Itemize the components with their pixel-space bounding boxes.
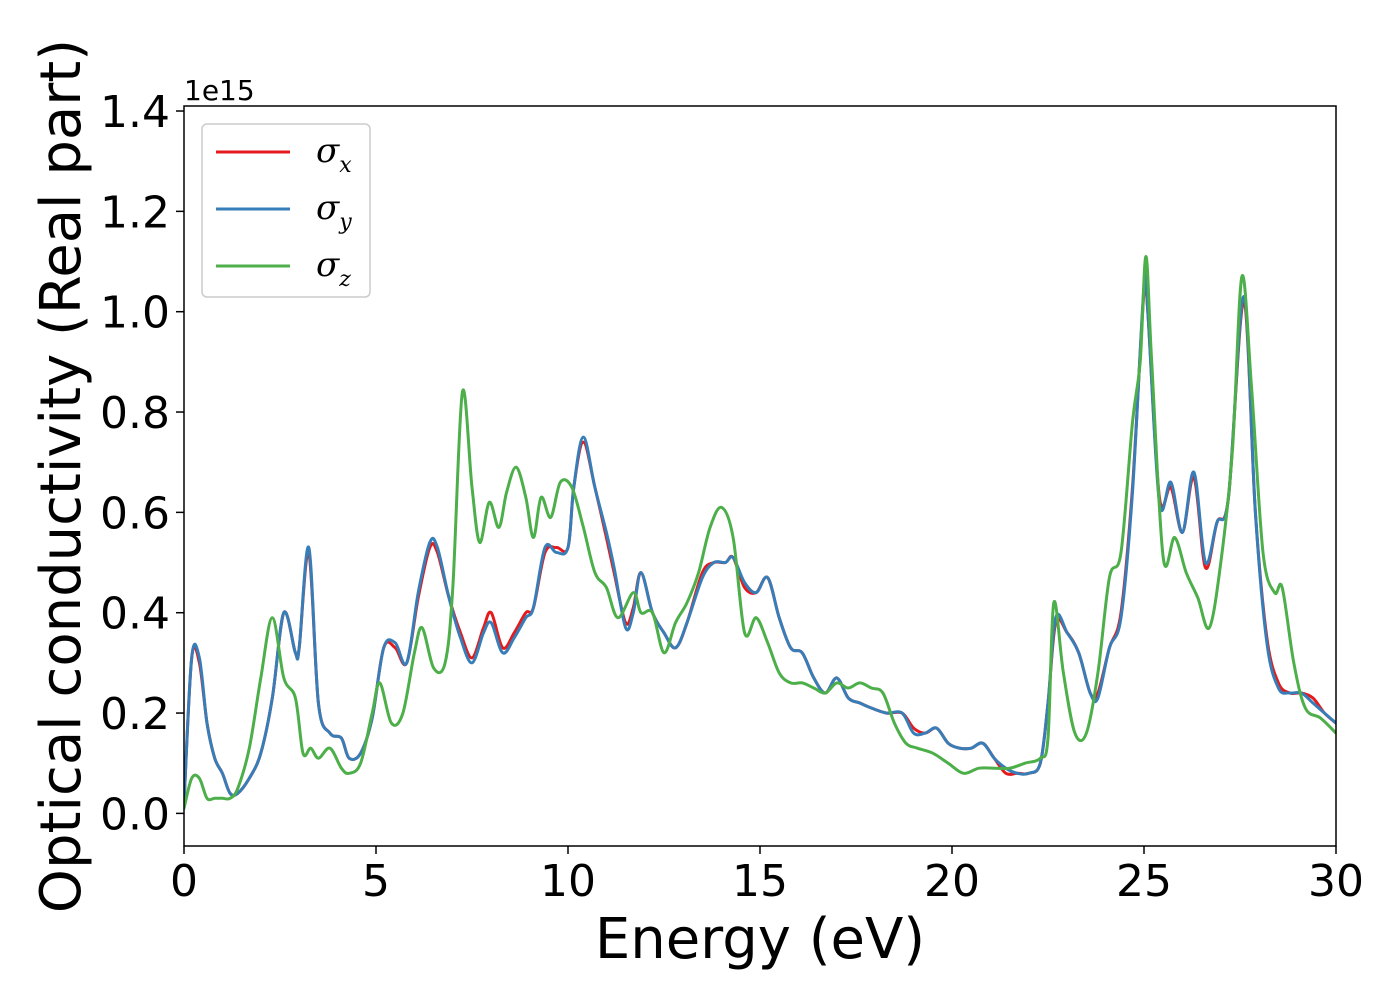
x-tick-label: 10 (540, 856, 596, 907)
legend-subscript: y (338, 210, 352, 235)
series-layer (184, 255, 1336, 810)
x-tick-label: 25 (1116, 856, 1172, 907)
y-tick-label: 0.0 (100, 789, 170, 840)
x-tick-label: 15 (732, 856, 788, 907)
x-axis-ticks: 0 5 10 15 20 25 30 (170, 846, 1364, 907)
x-tick-label: 5 (362, 856, 390, 907)
y-tick-label: 1.2 (100, 187, 170, 238)
y-tick-label: 0.4 (100, 589, 170, 640)
legend-subscript: x (339, 153, 352, 178)
series-line-z (184, 255, 1336, 810)
legend-label-z: σz (316, 245, 351, 292)
x-axis-title: Energy (eV) (595, 907, 925, 972)
x-tick-label: 20 (924, 856, 980, 907)
y-tick-label: 0.6 (100, 488, 170, 539)
y-tick-label: 0.8 (100, 388, 170, 439)
legend-symbol: σ (316, 131, 340, 171)
y-axis-title: Optical conductivity (Real part) (29, 39, 94, 913)
y-tick-label: 0.2 (100, 689, 170, 740)
legend-label-x: σx (316, 131, 352, 178)
legend-subscript: z (338, 267, 351, 292)
x-tick-label: 0 (170, 856, 198, 907)
legend-symbol: σ (316, 188, 340, 228)
legend-symbol: σ (316, 245, 340, 285)
y-tick-label: 1.4 (100, 87, 170, 138)
y-tick-label: 1.0 (100, 288, 170, 339)
x-tick-label: 30 (1308, 856, 1364, 907)
y-offset-label: 1e15 (184, 74, 255, 107)
y-axis-ticks: 0.0 0.2 0.4 0.6 0.8 1.0 1.2 1.4 (100, 87, 184, 840)
legend-label-y: σy (316, 188, 352, 235)
